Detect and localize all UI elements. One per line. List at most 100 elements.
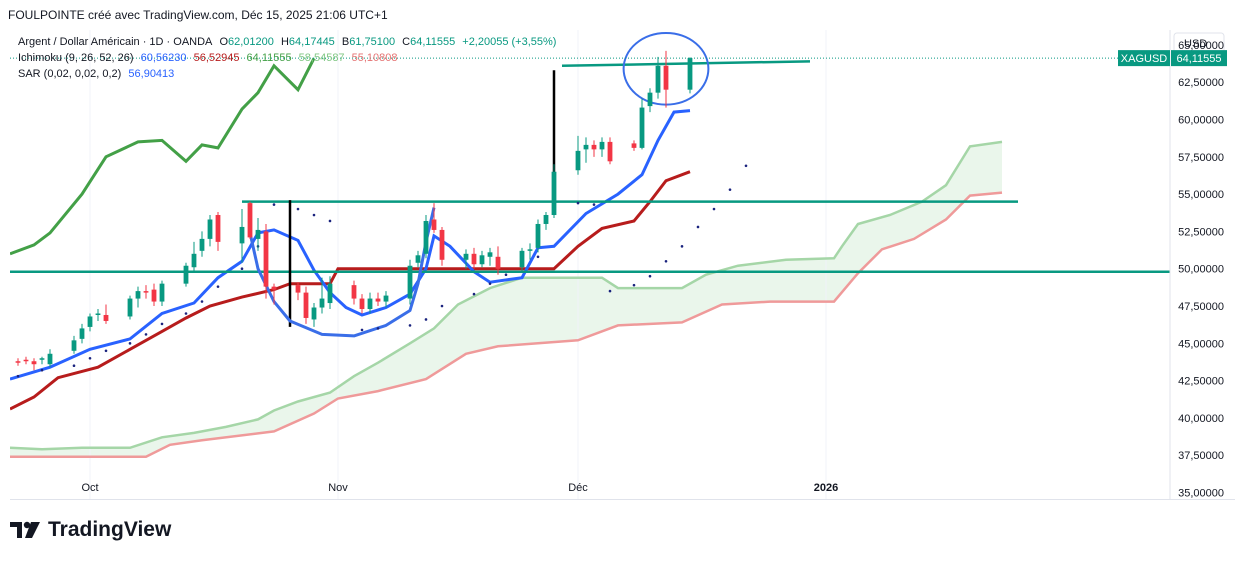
candle[interactable] [135, 286, 141, 308]
candle[interactable] [639, 98, 645, 150]
candle[interactable] [655, 56, 661, 99]
candle-body [23, 359, 29, 362]
candle-body [607, 141, 613, 162]
candle-body [327, 283, 333, 304]
candle[interactable] [535, 219, 541, 253]
candle[interactable] [367, 292, 373, 314]
candle[interactable] [543, 212, 549, 230]
price-chart[interactable]: 35,00000 37,50000 40,00000 42,50000 45,00000… [10, 30, 1235, 500]
candle[interactable] [631, 140, 637, 151]
legend-sar-row[interactable]: SAR (0,02, 0,02, 0,2) 56,90413 [18, 68, 178, 80]
candle[interactable] [23, 356, 29, 365]
candle[interactable] [407, 259, 413, 305]
candle[interactable] [607, 137, 613, 165]
candle[interactable] [151, 283, 157, 307]
legend-ichimoku-label[interactable]: Ichimoku (9, 26, 52, 26) [18, 52, 134, 64]
y-tick-label: 57,50000 [1178, 152, 1224, 164]
candle[interactable] [271, 283, 277, 305]
candlesticks[interactable] [15, 50, 693, 371]
candle[interactable] [351, 280, 357, 305]
candle[interactable] [239, 209, 245, 263]
candle[interactable] [47, 349, 53, 368]
legend-symbol[interactable]: Argent / Dollar Américain · 1D · OANDA [18, 36, 213, 48]
candle-body [647, 92, 653, 107]
candle[interactable] [471, 247, 477, 269]
candle-body [415, 255, 421, 263]
candle[interactable] [687, 57, 693, 94]
candle[interactable] [463, 249, 469, 269]
candle-body [15, 361, 21, 363]
sar-dot [440, 304, 444, 308]
grid-lines [89, 30, 827, 500]
candle[interactable] [311, 303, 317, 327]
candle[interactable] [215, 212, 221, 251]
candle[interactable] [375, 292, 381, 307]
candle[interactable] [191, 241, 197, 272]
candle[interactable] [159, 280, 165, 307]
candle[interactable] [183, 262, 189, 287]
candle[interactable] [583, 137, 589, 163]
candle[interactable] [415, 250, 421, 268]
candle[interactable] [575, 135, 581, 175]
sar-dot [128, 342, 132, 345]
y-tick-label: 55,00000 [1178, 189, 1224, 201]
candle[interactable] [15, 358, 21, 366]
candle-body [183, 265, 189, 284]
y-tick-label: 35,00000 [1178, 488, 1224, 500]
legend-ohlc-row[interactable]: Argent / Dollar Américain · 1D · OANDA O… [18, 36, 560, 48]
candle[interactable] [327, 276, 333, 310]
candle[interactable] [31, 358, 37, 371]
candle[interactable] [479, 250, 485, 268]
candle-body [383, 295, 389, 302]
legend-ichimoku-row[interactable]: Ichimoku (9, 26, 52, 26) 60,56230 56,529… [18, 52, 402, 64]
candle-body [127, 298, 133, 317]
candle-body [495, 256, 501, 269]
candle[interactable] [71, 335, 77, 354]
candle-body [655, 65, 661, 93]
candle-body [151, 289, 157, 302]
sar-dot [664, 259, 668, 263]
candle[interactable] [127, 295, 133, 320]
candle[interactable] [423, 215, 429, 259]
candle[interactable] [207, 215, 213, 247]
candle[interactable] [591, 140, 597, 157]
candle[interactable] [599, 137, 605, 157]
candle[interactable] [263, 223, 269, 299]
sar-dot [488, 282, 492, 285]
tradingview-logo-text: TradingView [48, 518, 172, 541]
candle[interactable] [663, 50, 669, 108]
candle[interactable] [199, 231, 205, 257]
legend-close-value: 64,11555 [410, 36, 456, 48]
candle[interactable] [143, 285, 149, 299]
candle[interactable] [95, 309, 101, 321]
candle[interactable] [103, 304, 109, 324]
candle-body [591, 144, 597, 150]
candle[interactable] [79, 323, 85, 344]
candle[interactable] [359, 294, 365, 314]
senkou-span-b-line [10, 191, 1003, 458]
legend-high-label: H [280, 36, 289, 48]
candle[interactable] [303, 286, 309, 324]
sar-dot [592, 203, 596, 206]
candle[interactable] [295, 282, 301, 301]
sar-dot [104, 349, 108, 353]
legend-sar-label[interactable]: SAR (0,02, 0,02, 0,2) [18, 68, 122, 80]
candle-body [199, 238, 205, 251]
tradingview-logo[interactable]: TradingView [10, 518, 171, 542]
chart-frame[interactable]: 35,00000 37,50000 40,00000 42,50000 45,00000… [10, 30, 1235, 500]
candle[interactable] [431, 203, 437, 233]
candle[interactable] [495, 246, 501, 275]
candle[interactable] [519, 247, 525, 272]
candle[interactable] [527, 243, 533, 260]
sar-dot [296, 207, 300, 211]
candle[interactable] [647, 88, 653, 113]
candle[interactable] [383, 291, 389, 308]
candle[interactable] [87, 313, 93, 332]
candle[interactable] [439, 226, 445, 266]
candle[interactable] [551, 164, 557, 218]
candle[interactable] [255, 218, 261, 251]
candle[interactable] [39, 356, 45, 365]
candle[interactable] [487, 247, 493, 266]
candle[interactable] [247, 201, 253, 239]
candle[interactable] [319, 277, 325, 314]
